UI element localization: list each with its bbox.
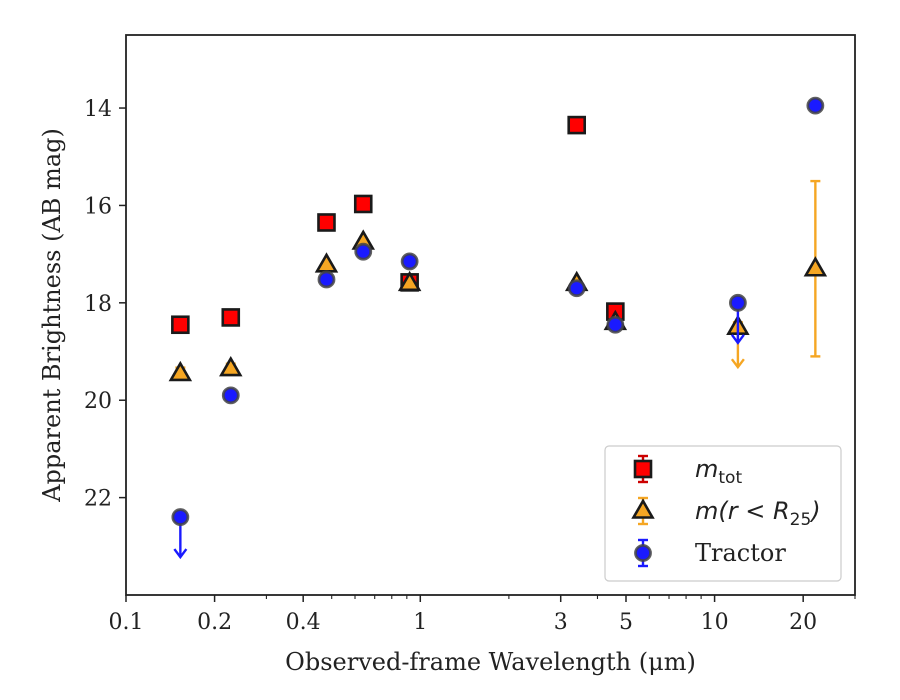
legend-label-tractor: Tractor	[695, 539, 786, 567]
x-tick-label: 20	[789, 610, 817, 635]
legend-box	[604, 445, 842, 582]
series-tractor	[171, 96, 825, 560]
y-tick-label: 14	[84, 97, 112, 122]
point-tractor	[606, 315, 625, 334]
upper-limit-arrow-tractor-head	[173, 548, 188, 560]
point-tractor	[317, 270, 336, 289]
x-tick-label: 5	[619, 610, 633, 635]
legend-marker-mtot	[633, 459, 653, 479]
x-tick-label: 10	[701, 610, 729, 635]
plot-area	[168, 96, 828, 560]
point-mtot	[567, 115, 587, 135]
point-mtot	[353, 194, 373, 214]
point-m25	[397, 270, 422, 292]
point-tractor	[567, 279, 586, 298]
point-m25	[314, 252, 339, 273]
x-tick-label: 3	[554, 610, 568, 635]
point-mtot	[171, 315, 190, 335]
point-mtot	[317, 213, 336, 232]
upper-limit-arrow-m25-head	[730, 358, 745, 370]
point-m25	[803, 256, 828, 277]
point-tractor	[354, 242, 373, 261]
point-tractor	[728, 293, 747, 312]
upper-limit-arrow-tractor-head	[730, 334, 745, 345]
point-tractor	[400, 252, 419, 271]
point-mtot	[221, 308, 241, 327]
point-tractor	[221, 386, 240, 405]
y-axis-label: Apparent Brightness (AB mag)	[38, 128, 66, 503]
y-tick-label: 20	[84, 389, 112, 414]
point-m25	[168, 360, 193, 382]
x-tick-label: 1	[413, 610, 427, 635]
y-tick-label: 22	[84, 487, 112, 512]
series-m25	[168, 179, 828, 382]
legend-marker-tractor	[634, 544, 652, 562]
axes-frame	[125, 34, 856, 596]
y-tick-label: 16	[84, 194, 112, 219]
x-tick-label: 0.2	[197, 610, 232, 635]
x-tick-label: 0.1	[109, 610, 144, 635]
x-axis-label: Observed-frame Wavelength (μm)	[285, 648, 696, 676]
legend-marker-m25	[631, 498, 655, 519]
point-m25	[219, 355, 243, 377]
axes: 0.1 0.2 0.4 1 3 5 10 20 14 16 18 20 22	[84, 34, 856, 635]
point-tractor	[806, 96, 825, 115]
x-tick-label: 0.4	[286, 610, 321, 635]
series-mtot	[171, 115, 625, 335]
y-tick-label: 18	[84, 292, 112, 317]
point-tractor	[171, 508, 190, 526]
